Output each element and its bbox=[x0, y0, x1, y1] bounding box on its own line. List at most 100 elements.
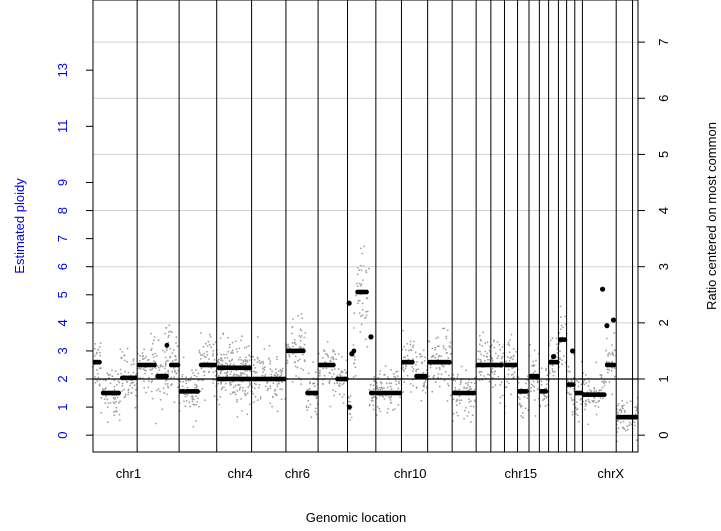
left-axis-tick-label: 7 bbox=[55, 235, 70, 242]
ratio-point bbox=[236, 416, 239, 418]
ratio-point bbox=[292, 345, 294, 348]
x-axis-tick-label: chr4 bbox=[228, 466, 253, 481]
ratio-point bbox=[261, 374, 264, 377]
ratio-point bbox=[510, 356, 513, 359]
ratio-point bbox=[404, 367, 407, 370]
ratio-point bbox=[234, 340, 237, 343]
ratio-point bbox=[229, 384, 232, 386]
right-axis-tick-label: 0 bbox=[656, 432, 671, 439]
ratio-point bbox=[431, 390, 434, 393]
ratio-point bbox=[244, 359, 247, 361]
ratio-point bbox=[154, 422, 157, 425]
segment-dot bbox=[599, 286, 606, 292]
ratio-point bbox=[156, 365, 159, 367]
ratio-point bbox=[545, 367, 548, 370]
ratio-point bbox=[220, 381, 222, 384]
ratio-point bbox=[515, 351, 517, 353]
segment-dot bbox=[364, 289, 369, 295]
ratio-point bbox=[543, 398, 545, 400]
ratio-point bbox=[254, 371, 257, 374]
ratio-point bbox=[143, 369, 146, 372]
ratio-point bbox=[260, 361, 263, 364]
ratio-point bbox=[371, 397, 374, 400]
ratio-point bbox=[496, 341, 499, 343]
ratio-point bbox=[572, 398, 575, 401]
ratio-point bbox=[405, 349, 407, 351]
ratio-point bbox=[605, 349, 607, 352]
ratio-point bbox=[517, 396, 520, 399]
ratio-point bbox=[421, 362, 423, 365]
ratio-point bbox=[299, 328, 302, 331]
segment-dot bbox=[247, 365, 252, 371]
ratio-point bbox=[418, 353, 421, 355]
segment-dot bbox=[347, 404, 352, 410]
ratio-point bbox=[626, 425, 629, 428]
ratio-point bbox=[230, 359, 233, 362]
ratio-point bbox=[483, 375, 485, 377]
ratio-point bbox=[567, 391, 569, 394]
ratio-point bbox=[112, 401, 115, 403]
ratio-point bbox=[477, 350, 479, 353]
ratio-point bbox=[243, 392, 246, 395]
ratio-point bbox=[167, 371, 170, 373]
ratio-point bbox=[558, 332, 561, 334]
ratio-point bbox=[174, 369, 176, 372]
ratio-point bbox=[610, 369, 613, 372]
ratio-point bbox=[412, 368, 415, 370]
ratio-point bbox=[228, 359, 231, 362]
ratio-point bbox=[219, 395, 222, 398]
ratio-point bbox=[113, 379, 116, 382]
ratio-point bbox=[302, 369, 305, 371]
ratio-point bbox=[389, 385, 392, 388]
ratio-point bbox=[236, 400, 239, 403]
ratio-point bbox=[424, 392, 427, 394]
ratio-point bbox=[599, 397, 602, 399]
ratio-point bbox=[269, 368, 272, 371]
ratio-point bbox=[512, 348, 515, 350]
ratio-point bbox=[611, 393, 614, 396]
ratio-point bbox=[323, 350, 326, 353]
ratio-point bbox=[133, 384, 136, 387]
ratio-point bbox=[619, 421, 622, 424]
ratio-point bbox=[353, 355, 356, 358]
ratio-point bbox=[226, 363, 229, 366]
ratio-point bbox=[195, 420, 198, 422]
ratio-point bbox=[391, 409, 394, 411]
ratio-point bbox=[532, 360, 535, 363]
ratio-point bbox=[153, 360, 156, 362]
segment-dot bbox=[570, 348, 576, 354]
ratio-point bbox=[202, 370, 205, 373]
ratio-point bbox=[541, 399, 544, 402]
ratio-point bbox=[512, 358, 514, 361]
ratio-point bbox=[206, 354, 209, 356]
ratio-point bbox=[229, 373, 232, 375]
ratio-point bbox=[171, 331, 173, 333]
ratio-point bbox=[134, 406, 137, 409]
ratio-point bbox=[126, 347, 129, 350]
ratio-point bbox=[364, 317, 366, 319]
ratio-point bbox=[275, 356, 278, 358]
ratio-point bbox=[549, 372, 551, 375]
ratio-point bbox=[220, 359, 222, 362]
ratio-point bbox=[114, 410, 117, 413]
ratio-point bbox=[300, 335, 303, 337]
ratio-point bbox=[397, 375, 399, 378]
ratio-point bbox=[466, 415, 469, 417]
ratio-point bbox=[194, 387, 196, 389]
ratio-point bbox=[392, 372, 395, 375]
ratio-point bbox=[404, 356, 407, 359]
ratio-point bbox=[268, 358, 270, 360]
ratio-point bbox=[376, 385, 378, 387]
ratio-point bbox=[256, 399, 259, 402]
ratio-point bbox=[213, 395, 216, 398]
ratio-point bbox=[130, 392, 133, 395]
plot-frame bbox=[92, 0, 639, 453]
ratio-point bbox=[207, 340, 210, 343]
left-axis-tick-label: 11 bbox=[55, 120, 70, 134]
ratio-point bbox=[555, 337, 558, 340]
ratio-point bbox=[208, 358, 211, 360]
ratio-point bbox=[187, 379, 190, 381]
ratio-point bbox=[508, 344, 511, 347]
ratio-point bbox=[312, 361, 315, 364]
segment-dot bbox=[343, 376, 349, 382]
